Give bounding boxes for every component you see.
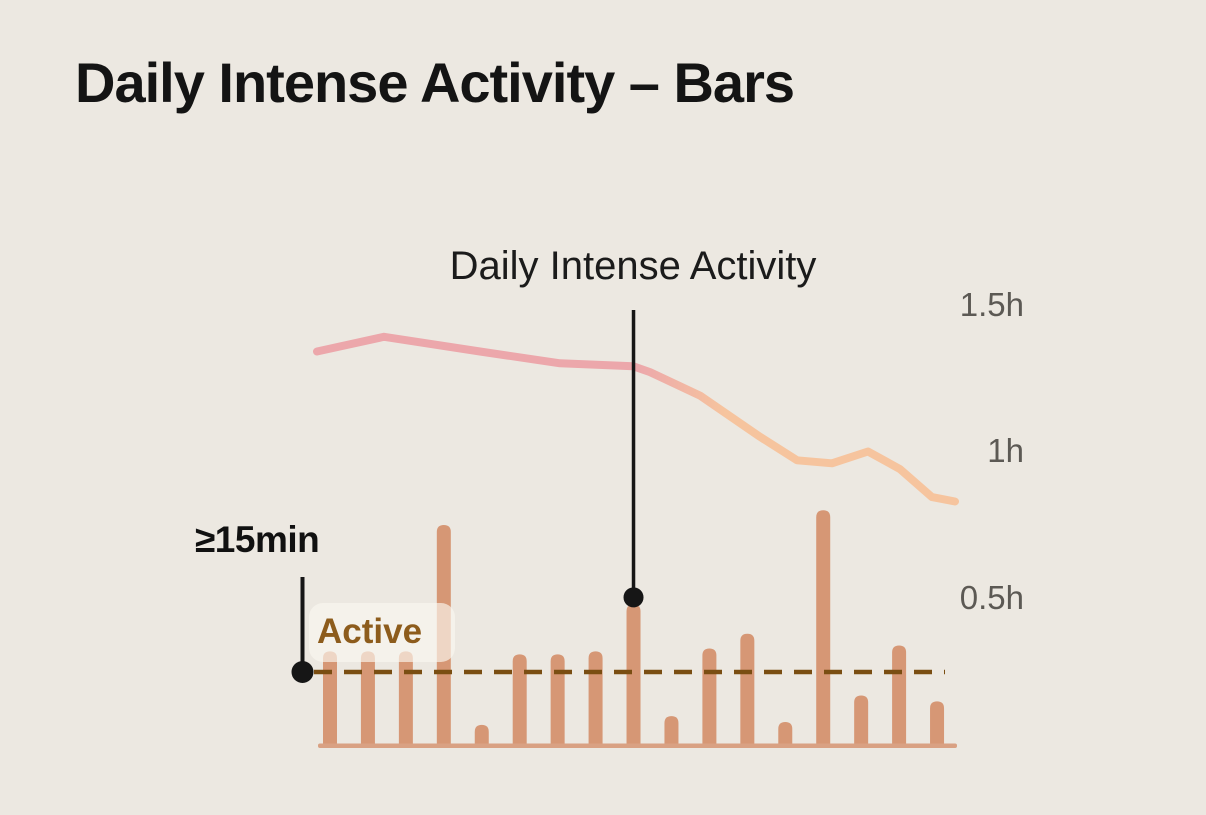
bar-day-9: [626, 604, 641, 746]
bar-day-13: [778, 721, 793, 746]
bar-day-10: [664, 716, 679, 746]
bar-day-3: [398, 651, 413, 746]
y-axis-tick-1-5h: 1.5h: [959, 286, 1024, 323]
threshold-pointer-dot: [291, 661, 314, 683]
y-axis-tick-0-5h: 0.5h: [959, 579, 1024, 616]
page-title: Daily Intense Activity – Bars: [75, 51, 795, 114]
threshold-label: ≥15min: [195, 519, 320, 560]
bar-day-6: [512, 654, 527, 746]
bar-day-16: [892, 645, 907, 746]
active-badge-background: [309, 603, 455, 662]
bar-day-14: [816, 510, 831, 746]
chart-title-pointer-dot: [623, 587, 644, 608]
active-badge-label: Active: [317, 612, 423, 651]
bar-day-11: [702, 648, 717, 746]
x-axis-baseline: [318, 743, 957, 748]
trend-line: [313, 332, 959, 506]
bar-day-17: [930, 701, 945, 746]
bar-day-2: [360, 651, 375, 746]
bar-day-8: [588, 651, 603, 746]
y-axis-tick-1h: 1h: [987, 432, 1024, 469]
bar-day-7: [550, 654, 565, 746]
chart-title-annotation: Daily Intense Activity: [449, 244, 817, 288]
bar-day-1: [323, 651, 337, 746]
bar-day-15: [854, 695, 869, 746]
bar-day-12: [740, 633, 755, 746]
bar-day-5: [474, 724, 489, 746]
